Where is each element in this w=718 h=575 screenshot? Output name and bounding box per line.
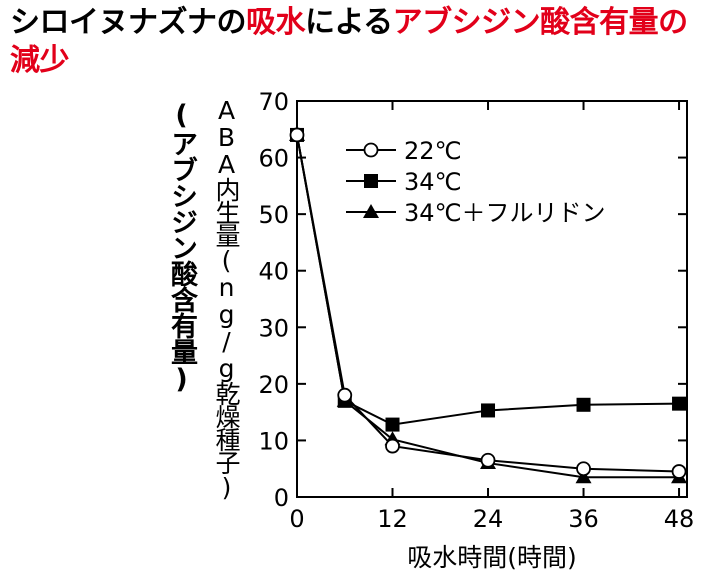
data-point bbox=[671, 464, 687, 479]
legend-marker bbox=[363, 204, 379, 218]
page-title: シロイヌナズナの吸水によるアブシジン酸含有量の減少 bbox=[10, 4, 710, 80]
x-axis-label: 吸水時間(時間) bbox=[407, 543, 577, 572]
x-tick-label: 0 bbox=[289, 505, 304, 533]
plot-frame bbox=[296, 100, 688, 498]
data-point bbox=[672, 396, 687, 411]
series-line bbox=[296, 134, 680, 426]
y-tick-label: 60 bbox=[258, 145, 289, 173]
data-point bbox=[481, 403, 496, 418]
title-segment: 吸水 bbox=[246, 5, 306, 40]
x-tick-label: 24 bbox=[473, 505, 504, 533]
y-axis-label-alt: (アブシジン酸含有量) bbox=[166, 100, 197, 394]
data-point bbox=[576, 397, 591, 412]
x-tick-label: 48 bbox=[664, 505, 695, 533]
legend-label: 22℃ bbox=[404, 137, 462, 165]
y-axis-label: ABA内生量(ng/g乾燥種子) bbox=[212, 96, 241, 500]
series-line bbox=[296, 134, 680, 479]
data-point bbox=[576, 461, 591, 477]
data-point bbox=[575, 469, 592, 484]
legend-marker bbox=[364, 174, 378, 188]
x-tick-label: 36 bbox=[568, 505, 599, 533]
y-tick-label: 70 bbox=[258, 88, 289, 116]
data-point bbox=[385, 438, 400, 454]
legend-label: 34℃ bbox=[404, 168, 462, 196]
y-tick-label: 50 bbox=[258, 201, 289, 229]
y-tick-label: 0 bbox=[274, 484, 289, 512]
series-line bbox=[296, 134, 680, 473]
legend-label: 34℃＋フルリドン bbox=[404, 199, 606, 227]
y-tick-label: 40 bbox=[258, 258, 289, 286]
legend-marker bbox=[363, 142, 379, 158]
data-point bbox=[480, 452, 496, 468]
data-point bbox=[289, 127, 305, 143]
title-segment: による bbox=[305, 5, 393, 40]
title-segment: シロイヌナズナの bbox=[10, 5, 247, 40]
data-point bbox=[337, 387, 353, 403]
y-tick-label: 20 bbox=[258, 371, 289, 399]
y-tick-label: 10 bbox=[258, 427, 289, 455]
y-tick-label: 30 bbox=[258, 314, 289, 342]
x-tick-label: 12 bbox=[377, 505, 408, 533]
data-point bbox=[385, 417, 400, 432]
title-segment: アブシジン酸含有量の減少 bbox=[10, 5, 688, 78]
